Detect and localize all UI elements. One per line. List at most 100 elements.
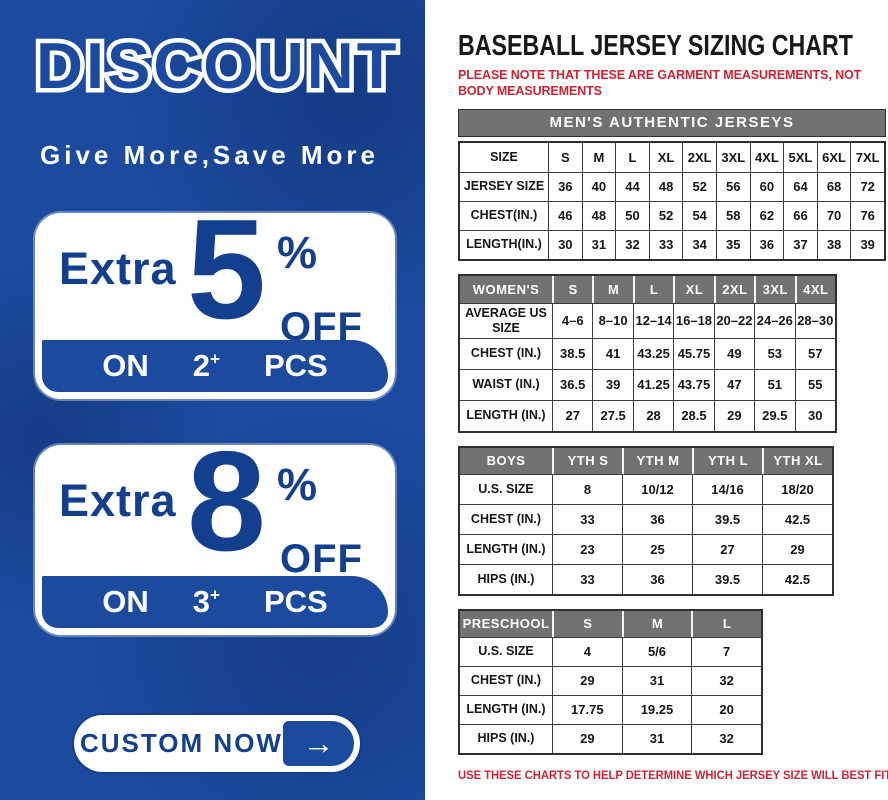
value-cell: 16–18 xyxy=(673,302,714,338)
value-cell: 39 xyxy=(592,368,633,400)
value-cell: 4–6 xyxy=(552,302,593,338)
value-cell: 43.25 xyxy=(632,337,674,369)
offer-card-5-percent: Extra 5 % OFF ON 2+ PCS xyxy=(35,198,395,399)
value-cell: 28 xyxy=(632,399,674,431)
row-label-cell: JERSEY SIZE xyxy=(460,171,548,201)
value-cell: 49 xyxy=(713,337,755,369)
value-cell: 52 xyxy=(682,171,716,201)
value-cell: 35 xyxy=(715,229,750,259)
table-header-cell: 2XL xyxy=(713,275,755,303)
value-cell: 55 xyxy=(794,368,835,400)
value-cell: 32 xyxy=(615,229,649,259)
percent-sign: % xyxy=(277,458,318,510)
value-cell: 39.5 xyxy=(692,563,762,594)
sizing-chart-panel: BASEBALL JERSEY SIZING CHART PLEASE NOTE… xyxy=(425,0,888,800)
table-row: AVERAGE US SIZE 4–6 8–10 12–14 16–18 20–22 24–… xyxy=(460,302,835,338)
value-cell: 38.5 xyxy=(552,337,593,369)
table-header-cell: S xyxy=(552,610,622,637)
table-row: LENGTH(IN.) 30 31 32 33 34 35 36 37 38 39 xyxy=(460,229,884,259)
value-cell: 58 xyxy=(715,200,750,230)
value-cell: 46 xyxy=(548,200,582,230)
value-cell: 37 xyxy=(783,229,817,259)
value-cell: M xyxy=(581,142,616,172)
on-label: ON xyxy=(102,583,149,619)
value-cell: 41 xyxy=(592,337,633,369)
row-label-cell: LENGTH(IN.) xyxy=(460,229,548,259)
table-header-cell: YTH XL xyxy=(762,447,832,474)
value-cell: 31 xyxy=(621,665,692,695)
table-row: LENGTH (IN.) 23 25 27 29 xyxy=(460,533,832,564)
value-cell: 6XL xyxy=(816,142,851,172)
value-cell: 42.5 xyxy=(762,563,832,594)
pcs-label: PCS xyxy=(263,583,328,619)
fit-advice-note: USE THESE CHARTS TO HELP DETERMINE WHICH… xyxy=(458,767,888,782)
value-cell: 30 xyxy=(548,229,582,259)
table-header-cell: M xyxy=(621,610,692,637)
value-cell: 36.5 xyxy=(552,368,593,400)
discount-heading: DISCOUNT xyxy=(36,30,400,102)
value-cell: 72 xyxy=(850,171,884,201)
row-label-cell: CHEST (IN.) xyxy=(460,337,552,369)
table-row: LENGTH (IN.) 27 27.5 28 28.5 29 29.5 30 xyxy=(460,399,835,431)
value-cell: 36 xyxy=(622,563,692,594)
quantity: 3+ xyxy=(192,583,220,619)
custom-now-label: CUSTOM NOW xyxy=(80,727,283,758)
offer-amount: 8 xyxy=(187,421,266,581)
custom-now-button[interactable]: CUSTOM NOW → xyxy=(74,714,360,772)
table-header-cell: PRESCHOOL xyxy=(460,610,552,637)
table-row: CHEST (IN.) 29 31 32 xyxy=(460,665,761,695)
value-cell: 39.5 xyxy=(692,503,762,534)
tagline: Give More,Save More xyxy=(40,139,379,170)
table-header-cell: 3XL xyxy=(754,275,795,303)
value-cell: 8 xyxy=(552,473,622,504)
value-cell: 41.25 xyxy=(632,368,674,400)
value-cell: 56 xyxy=(715,171,750,201)
value-cell: 32 xyxy=(691,665,761,695)
value-cell: 76 xyxy=(850,200,884,230)
table-header-cell: YTH M xyxy=(622,447,692,474)
value-cell: 60 xyxy=(749,171,784,201)
table-row: HIPS (IN.) 33 36 39.5 42.5 xyxy=(460,563,832,594)
value-cell: 27.5 xyxy=(592,399,633,431)
value-cell: 62 xyxy=(749,200,784,230)
value-cell: 4 xyxy=(552,636,622,666)
row-label-cell: U.S. SIZE xyxy=(460,473,552,504)
value-cell: 23 xyxy=(552,533,622,564)
value-cell: S xyxy=(548,142,582,172)
table-header-cell: S xyxy=(552,275,593,303)
value-cell: 43.75 xyxy=(673,368,714,400)
value-cell: 33 xyxy=(648,229,683,259)
table-row: CHEST (IN.) 38.5 41 43.25 45.75 49 53 57 xyxy=(460,337,835,369)
row-label-cell: HIPS (IN.) xyxy=(460,723,552,753)
plus-sign: + xyxy=(210,585,220,605)
value-cell: 8–10 xyxy=(592,302,633,338)
offer-card-8-percent: Extra 8 % OFF ON 3+ PCS xyxy=(35,430,395,635)
value-cell: 25 xyxy=(622,533,692,564)
value-cell: 29 xyxy=(713,399,755,431)
row-label-cell: SIZE xyxy=(490,149,518,164)
value-cell: 20 xyxy=(691,694,761,724)
row-label-cell: LENGTH (IN.) xyxy=(460,694,552,724)
plus-sign: + xyxy=(210,349,220,369)
value-cell: 31 xyxy=(621,723,692,753)
value-cell: 5XL xyxy=(783,142,817,172)
value-cell: 4XL xyxy=(749,142,784,172)
value-cell: 52 xyxy=(648,200,683,230)
value-cell: 50 xyxy=(615,200,649,230)
table-row: CHEST (IN.) 33 36 39.5 42.5 xyxy=(460,503,832,534)
arrow-right-icon: → xyxy=(282,720,354,766)
table-header-cell: 4XL xyxy=(794,275,835,303)
offer-prefix: Extra xyxy=(59,474,177,526)
table-row: U.S. SIZE 8 10/12 14/16 18/20 xyxy=(460,473,832,504)
value-cell: 24–26 xyxy=(754,302,795,338)
table-row: LENGTH (IN.) 17.75 19.25 20 xyxy=(460,694,761,724)
table-row: WAIST (IN.) 36.5 39 41.25 43.75 47 51 55 xyxy=(460,368,835,400)
value-cell: 10/12 xyxy=(622,473,692,504)
value-cell: 48 xyxy=(648,171,683,201)
page-title: BASEBALL JERSEY SIZING CHART xyxy=(458,30,853,62)
value-cell: XL xyxy=(648,142,683,172)
table-header-row: WOMEN'S S M L XL 2XL 3XL 4XL xyxy=(460,275,835,303)
value-cell: 20–22 xyxy=(713,302,755,338)
offer-condition-band: ON 3+ PCS xyxy=(42,575,388,628)
